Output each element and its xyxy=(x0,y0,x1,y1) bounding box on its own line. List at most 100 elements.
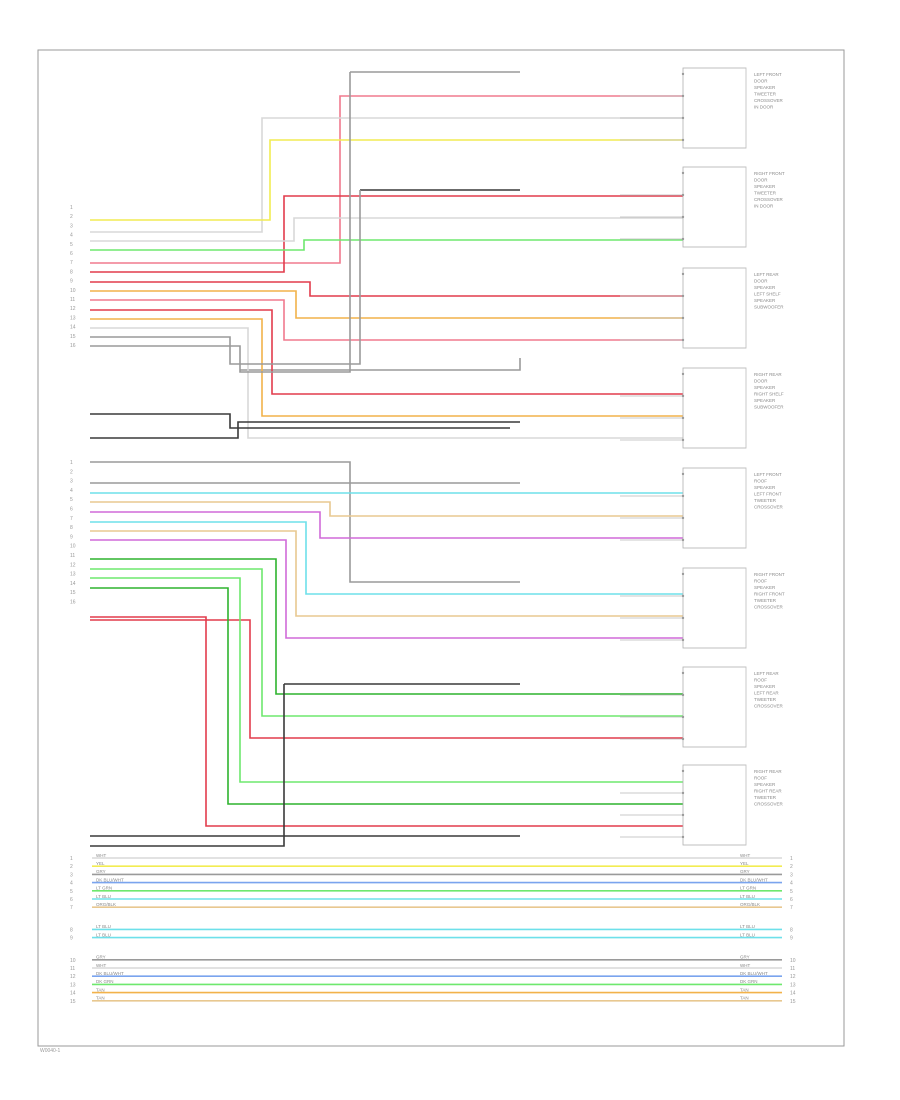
component-label: SUBWOOFER xyxy=(754,305,784,310)
component-label: IN DOOR xyxy=(754,204,774,209)
component-label: ROOF xyxy=(754,579,767,584)
component-label: RIGHT FRONT xyxy=(754,171,785,176)
terminal-pin xyxy=(681,594,685,598)
terminal-pin xyxy=(681,272,685,276)
speaker-component-box xyxy=(682,267,747,349)
harness-wire-label: LT GRN xyxy=(96,886,112,891)
left-pin-number: 9 xyxy=(70,279,73,285)
wire-top xyxy=(90,421,520,439)
harness-wire-label: LT BLU xyxy=(740,894,755,899)
terminal-pin xyxy=(681,316,685,320)
wire-mid xyxy=(90,558,683,695)
component-label: LEFT FRONT xyxy=(754,72,782,77)
harness-wire-label: DK GRN xyxy=(96,979,114,984)
component-label: DOOR xyxy=(754,79,768,84)
terminal-pin xyxy=(681,294,685,298)
left-pin-number: 4 xyxy=(70,488,73,494)
left-pin-number: 16 xyxy=(70,343,76,349)
component-label: SPEAKER xyxy=(754,298,776,303)
terminal-pin xyxy=(681,715,685,719)
left-pin-number: 2 xyxy=(70,214,73,220)
component-label: SPEAKER xyxy=(754,782,776,787)
component-label: ROOF xyxy=(754,479,767,484)
harness-pin-number: 9 xyxy=(70,936,73,942)
harness-wire-label: DK BLU/WHT xyxy=(96,877,124,882)
terminal-pin xyxy=(681,494,685,498)
terminal-pin xyxy=(681,671,685,675)
terminal-pin xyxy=(681,737,685,741)
harness-wire-label: TAN xyxy=(740,987,749,992)
component-label: DOOR xyxy=(754,379,768,384)
component-label: RIGHT REAR xyxy=(754,372,782,377)
left-pin-number: 5 xyxy=(70,242,73,248)
harness-pin-number: 11 xyxy=(70,966,75,972)
wire-mid xyxy=(90,539,683,639)
component-label: CROSSOVER xyxy=(754,197,784,202)
left-pin-number: 7 xyxy=(70,260,73,266)
harness-wire-label: LT GRN xyxy=(740,886,756,891)
left-pin-number: 6 xyxy=(70,507,73,513)
terminal-pin xyxy=(681,116,685,120)
speaker-component-box xyxy=(682,666,747,748)
terminal-pin xyxy=(681,769,685,773)
component-label: CROSSOVER xyxy=(754,505,784,510)
left-pin-number: 3 xyxy=(70,479,73,485)
speaker-component-box xyxy=(682,567,747,649)
harness-pin-number: 15 xyxy=(70,999,76,1005)
terminal-pin xyxy=(681,215,685,219)
harness-wire-label: DK GRN xyxy=(740,979,758,984)
left-pin-number: 16 xyxy=(70,600,76,606)
component-label: TWEETER xyxy=(754,598,777,603)
wire-top xyxy=(240,358,521,371)
speaker-component-box xyxy=(682,67,747,149)
component-label: RIGHT REAR xyxy=(754,789,782,794)
wire-top xyxy=(90,309,683,395)
left-pin-number: 1 xyxy=(70,460,73,466)
component-label: TWEETER xyxy=(754,697,777,702)
left-pin-number: 13 xyxy=(70,572,76,578)
harness-pin-number: 14 xyxy=(790,991,796,997)
terminal-pin xyxy=(681,693,685,697)
wire-top xyxy=(90,117,683,233)
left-pin-number: 7 xyxy=(70,516,73,522)
terminal-pin xyxy=(681,638,685,642)
component-label: LEFT REAR xyxy=(754,272,779,277)
wire-top xyxy=(90,139,683,221)
left-pin-number: 11 xyxy=(70,297,75,303)
harness-pin-number: 13 xyxy=(790,982,796,988)
component-label: CROSSOVER xyxy=(754,98,784,103)
harness-pin-number: 13 xyxy=(70,982,76,988)
diagram-footer-code: W0040-1 xyxy=(40,1048,61,1054)
harness-pin-number: 10 xyxy=(790,958,796,964)
harness-pin-number: 9 xyxy=(790,936,793,942)
left-pin-number: 8 xyxy=(70,269,73,275)
wire-group xyxy=(90,71,683,847)
component-label: LEFT FRONT xyxy=(754,472,782,477)
terminal-pin xyxy=(681,193,685,197)
left-pin-number: 1 xyxy=(70,205,73,211)
harness-wire-label: LT BLU xyxy=(96,894,111,899)
harness-wire-label: WHT xyxy=(740,963,750,968)
left-pin-number: 10 xyxy=(70,288,76,294)
harness-wire-label: WHT xyxy=(96,853,106,858)
wire-top xyxy=(90,72,351,373)
component-label: ROOF xyxy=(754,678,767,683)
harness-pin-number: 4 xyxy=(790,881,793,887)
left-pin-number: 11 xyxy=(70,553,75,559)
wire-top xyxy=(90,318,683,417)
wire-top xyxy=(90,190,361,365)
terminal-pin xyxy=(681,835,685,839)
harness-wire-label: TAN xyxy=(96,987,105,992)
wire-mid xyxy=(90,587,683,805)
wire-mid xyxy=(90,521,683,595)
harness-pin-number: 4 xyxy=(70,881,73,887)
harness-pin-number: 8 xyxy=(70,927,73,933)
component-label: RIGHT FRONT xyxy=(754,592,785,597)
component-label: TWEETER xyxy=(754,191,777,196)
terminal-pin xyxy=(681,438,685,442)
component-label: ROOF xyxy=(754,776,767,781)
harness-wire-label: GRY xyxy=(740,869,750,874)
component-label: SPEAKER xyxy=(754,184,776,189)
